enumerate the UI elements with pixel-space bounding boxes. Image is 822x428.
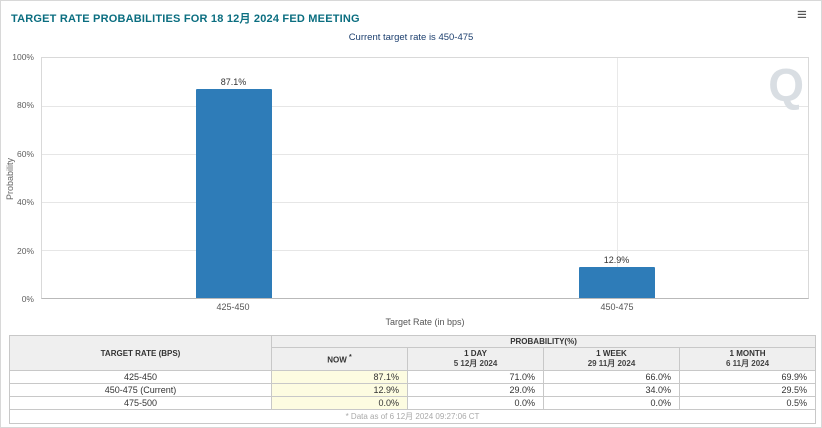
probability-table: TARGET RATE (BPS) PROBABILITY(%) NOW * 1… bbox=[8, 335, 817, 424]
x-axis-ticks: 425-450 450-475 bbox=[41, 302, 809, 312]
day-cell: 29.0% bbox=[407, 383, 544, 397]
x-axis-title: Target Rate (in bps) bbox=[385, 317, 465, 327]
week-cell: 0.0% bbox=[543, 396, 680, 410]
col-header-1week-date: 29 11月 2024 bbox=[587, 359, 636, 368]
chart-context-menu-button[interactable]: ≡ bbox=[793, 5, 811, 24]
col-header-1month-date: 6 11月 2024 bbox=[725, 359, 770, 368]
col-header-1day: 1 DAY 5 12月 2024 bbox=[407, 347, 544, 371]
week-cell: 34.0% bbox=[543, 383, 680, 397]
now-cell: 0.0% bbox=[271, 396, 408, 410]
y-tick-label: 100% bbox=[12, 52, 34, 62]
y-tick-label: 0% bbox=[21, 294, 34, 304]
col-header-1week-label: 1 WEEK bbox=[596, 349, 627, 358]
bar-area: 87.1% 12.9% bbox=[42, 58, 808, 298]
col-header-1month: 1 MONTH 6 11月 2024 bbox=[678, 347, 817, 371]
col-header-1week: 1 WEEK 29 11月 2024 bbox=[543, 347, 680, 371]
y-tick-label: 40% bbox=[16, 197, 34, 208]
gridline bbox=[42, 106, 808, 107]
col-header-target-rate: TARGET RATE (BPS) bbox=[9, 335, 272, 371]
bar-slot-450-475: 12.9% bbox=[425, 58, 808, 298]
day-cell: 0.0% bbox=[407, 396, 544, 410]
rate-cell: 450-475 (Current) bbox=[9, 383, 272, 397]
week-cell: 66.0% bbox=[543, 370, 680, 384]
day-cell: 71.0% bbox=[407, 370, 544, 384]
group-header-probability: PROBABILITY(%) bbox=[270, 335, 817, 348]
plot-area: 87.1% 12.9% Q bbox=[41, 57, 809, 299]
col-header-1day-label: 1 DAY bbox=[464, 349, 487, 358]
quikstrike-watermark-icon: Q bbox=[768, 59, 804, 111]
bar-slot-425-450: 87.1% bbox=[42, 58, 425, 298]
x-tick-label: 450-475 bbox=[600, 302, 634, 312]
table-row: 475-500 0.0% 0.0% 0.0% 0.5% bbox=[9, 396, 817, 410]
col-header-now-label: NOW bbox=[327, 355, 347, 365]
month-cell: 29.5% bbox=[678, 383, 817, 397]
month-cell: 0.5% bbox=[678, 396, 817, 410]
gridline bbox=[42, 202, 808, 203]
x-tick-label: 425-450 bbox=[216, 302, 250, 312]
now-cell: 12.9% bbox=[271, 383, 408, 397]
table-row: 450-475 (Current) 12.9% 29.0% 34.0% 29.5… bbox=[9, 383, 817, 397]
crosshair-line bbox=[616, 58, 618, 298]
probability-bar-chart: Probability 100% 80% 60% 40% 20% 0% 87.1… bbox=[1, 45, 821, 331]
now-cell: 87.1% bbox=[271, 370, 408, 384]
col-header-1month-label: 1 MONTH bbox=[729, 349, 766, 358]
gridline bbox=[42, 250, 808, 251]
bar-425-450[interactable] bbox=[195, 88, 272, 298]
titlebar: TARGET RATE PROBABILITIES FOR 18 12月 202… bbox=[1, 1, 821, 29]
chart-subtitle: Current target rate is 450-475 bbox=[348, 32, 474, 43]
bar-value-label: 12.9% bbox=[603, 255, 630, 266]
y-tick-label: 80% bbox=[16, 100, 34, 111]
month-cell: 69.9% bbox=[678, 370, 817, 384]
col-header-1day-date: 5 12月 2024 bbox=[453, 359, 498, 368]
y-axis-ticks: 100% 80% 60% 40% 20% 0% bbox=[1, 52, 37, 304]
table-footnote: * Data as of 6 12月 2024 09:27:06 CT bbox=[8, 409, 817, 424]
gridline bbox=[42, 154, 808, 155]
footnote-marker: * bbox=[349, 353, 352, 361]
y-tick-label: 20% bbox=[16, 245, 34, 256]
hamburger-icon: ≡ bbox=[797, 5, 807, 24]
rate-cell: 425-450 bbox=[9, 370, 272, 384]
bar-value-label: 87.1% bbox=[220, 76, 247, 87]
col-header-now: NOW * bbox=[271, 347, 408, 371]
page-title: TARGET RATE PROBABILITIES FOR 18 12月 202… bbox=[11, 13, 360, 25]
table-footnote-row: * Data as of 6 12月 2024 09:27:06 CT bbox=[8, 409, 817, 424]
y-tick-label: 60% bbox=[16, 148, 34, 159]
rate-cell: 475-500 bbox=[9, 396, 272, 410]
table-row: 425-450 87.1% 71.0% 66.0% 69.9% bbox=[9, 370, 817, 384]
bar-450-475[interactable] bbox=[578, 267, 655, 298]
